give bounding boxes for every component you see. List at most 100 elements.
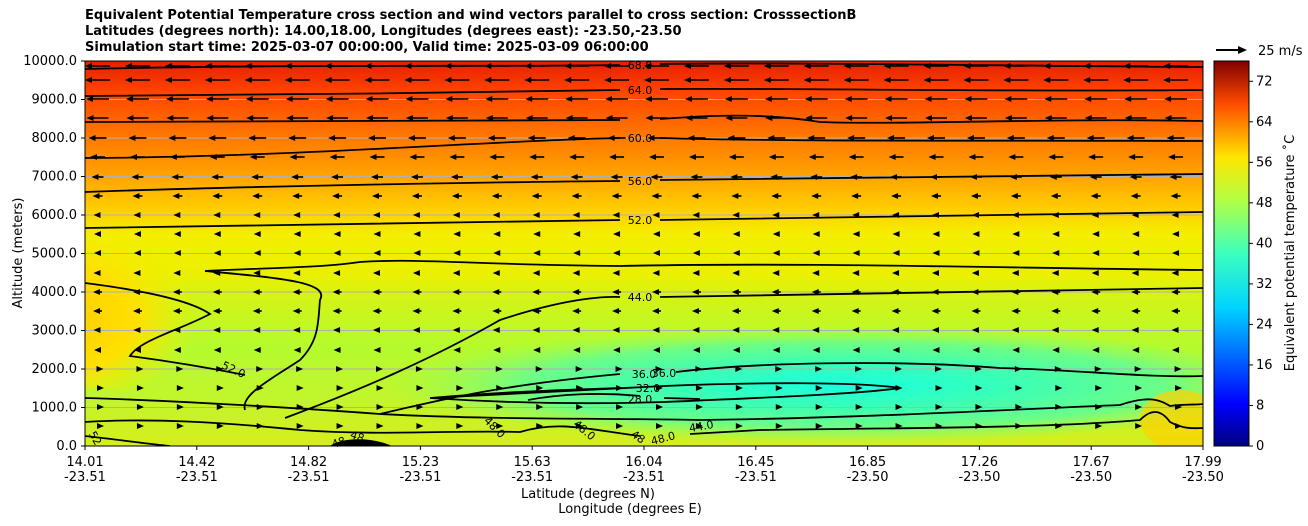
wind-vector-head [293, 327, 301, 333]
contour-52-surface [85, 435, 171, 446]
wind-vector-head [847, 135, 855, 141]
colorbar-tick-label: 40 [1256, 236, 1273, 251]
wind-vector-head [536, 404, 544, 410]
wind-vector-head [605, 96, 613, 102]
colorbar-ticks: 0 8 16 24 32 40 48 56 64 72 [1249, 74, 1273, 454]
wind-vector-head [815, 423, 823, 429]
wind-vector-head [492, 212, 500, 218]
wind-vector-head [848, 154, 856, 160]
wind-vector-head [695, 366, 703, 372]
wind-vector-head [812, 327, 820, 333]
wind-vector-head [845, 115, 853, 121]
wind-vector-head [376, 423, 384, 429]
wind-vector-head [1174, 366, 1182, 372]
wind-vector-head [895, 366, 903, 372]
wind-vector-head [1124, 115, 1132, 121]
wind-vector-head [966, 135, 974, 141]
wind-vector-head [212, 193, 220, 199]
wind-vector-head [652, 289, 659, 295]
wind-vector-head [133, 212, 141, 218]
wind-vector-head [1172, 231, 1180, 237]
wind-vector-head [293, 270, 301, 276]
wind-vector-head [1163, 63, 1171, 69]
wind-vector-head [1052, 231, 1060, 237]
wind-vector-head [732, 347, 740, 353]
wind-vector-head [612, 289, 620, 295]
wind-vector-head [336, 366, 344, 372]
wind-vector-head [605, 115, 613, 121]
wind-vector-head [763, 77, 771, 83]
wind-vector-head [732, 250, 740, 256]
wind-vector-head [176, 423, 184, 429]
wind-vector-head [164, 63, 172, 69]
wind-vector-head [963, 77, 971, 83]
wind-vector-head [892, 212, 900, 218]
wind-vector-head [1089, 174, 1097, 180]
wind-vector-head [456, 385, 464, 391]
wind-vector-head [607, 135, 615, 141]
wind-vector-head [1135, 423, 1143, 429]
wind-vector-head [892, 347, 900, 353]
x-tick-label-lon: -23.50 [1070, 470, 1112, 485]
wind-vector-head [491, 193, 499, 199]
wind-vector-head [1132, 250, 1140, 256]
wind-vector-head [616, 423, 624, 429]
wind-vector-head [125, 96, 133, 102]
wind-vector-head [1171, 270, 1179, 276]
wind-vector-head [771, 308, 779, 314]
wind-vector-head [891, 308, 899, 314]
wind-vector-head [164, 77, 172, 83]
wind-vector-head [485, 115, 493, 121]
wind-vector-head [895, 385, 903, 391]
wind-vector-head [206, 115, 214, 121]
wind-vector-head [455, 366, 463, 372]
wind-vector-head [173, 327, 181, 333]
wind-vector-head [652, 212, 660, 218]
wind-vector-head [564, 77, 572, 83]
wind-vector-head [166, 115, 174, 121]
wind-vector-head [213, 327, 221, 333]
wind-vector-head [333, 250, 341, 256]
wind-vector-head [413, 347, 421, 353]
wind-vector-head [815, 385, 823, 391]
x-tick-label-lon: -23.50 [847, 470, 889, 485]
wind-vector-head [368, 135, 375, 141]
wind-vector-head [405, 115, 413, 121]
wind-vector-head [492, 327, 500, 333]
wind-vector-head [372, 193, 379, 199]
wind-vector-head [205, 96, 213, 102]
wind-vector-head [1003, 77, 1011, 83]
wind-vector-head [216, 366, 224, 372]
wind-vector-head [615, 366, 623, 372]
wind-vector-head [496, 385, 504, 391]
wind-vector-head [1170, 193, 1178, 199]
wind-vector-head [1043, 63, 1051, 69]
wind-vector-head [1084, 115, 1092, 121]
chart-title-line-1: Equivalent Potential Temperature cross s… [85, 8, 857, 23]
x-tick-label-lat: 14.82 [290, 455, 327, 470]
wind-vector-head [253, 231, 261, 237]
wind-vector-head [173, 250, 181, 256]
wind-vector-head [923, 77, 931, 83]
contour-label: 44.0 [688, 418, 714, 435]
wind-vector-head [969, 174, 977, 180]
wind-vector-head [691, 308, 699, 314]
x-tick-label-lon: -23.51 [64, 470, 106, 485]
wind-vector-head [775, 385, 783, 391]
contour-36 [379, 362, 1203, 415]
wind-vector-head [532, 289, 540, 295]
wind-vector-head [85, 63, 92, 69]
wind-vector-head [487, 135, 495, 141]
contour-64 [85, 87, 1203, 97]
wind-vector-head [248, 135, 256, 141]
wind-vector-head [855, 423, 863, 429]
wind-vector-head [1055, 404, 1063, 410]
wind-vector-head [296, 404, 304, 410]
wind-vector-head [536, 385, 544, 391]
wind-vector-head [416, 404, 424, 410]
wind-vector-head [927, 135, 934, 141]
wind-vector-head [811, 289, 819, 295]
wind-vector-head [765, 115, 773, 121]
contour-label: 52.0 [628, 214, 653, 227]
wind-vector-head [972, 231, 980, 237]
